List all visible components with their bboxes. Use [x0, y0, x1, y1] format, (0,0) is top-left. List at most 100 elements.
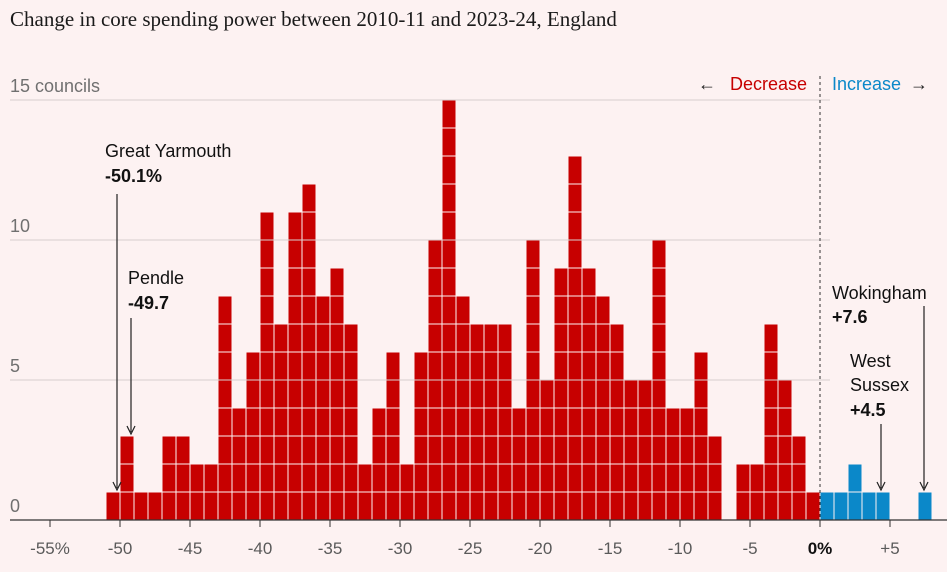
- x-tick-label: -40: [248, 539, 273, 558]
- bar-cell: [764, 408, 778, 436]
- bar-cell: [526, 492, 540, 520]
- bar-cell: [260, 352, 274, 380]
- bar-cell: [176, 492, 190, 520]
- bar-cell: [638, 464, 652, 492]
- bar-cell: [526, 268, 540, 296]
- x-tick-label: -30: [388, 539, 413, 558]
- bar-cell: [582, 296, 596, 324]
- bar-cell: [456, 408, 470, 436]
- bar-cell: [470, 436, 484, 464]
- bar-cell: [568, 156, 582, 184]
- bar-cell: [652, 268, 666, 296]
- bar-cell: [512, 436, 526, 464]
- bar-cell: [302, 408, 316, 436]
- bar-cell: [288, 296, 302, 324]
- bar-cell: [764, 436, 778, 464]
- bar-cell: [302, 380, 316, 408]
- bar-cell: [470, 408, 484, 436]
- bar-cell: [484, 352, 498, 380]
- bar-cell: [442, 184, 456, 212]
- bar-cell: [638, 492, 652, 520]
- x-tick-label: -25: [458, 539, 483, 558]
- bar-cell: [330, 296, 344, 324]
- bar-cell: [162, 492, 176, 520]
- bar-cell: [582, 408, 596, 436]
- bar-cell: [806, 492, 820, 520]
- x-tick-labels: -55% -50 -45 -40 -35 -30 -25 -20 -15 -10 -5 0% +5: [30, 520, 900, 558]
- left-arrow-icon: ←: [698, 74, 716, 94]
- bar-cell: [778, 436, 792, 464]
- bar-cell: [750, 464, 764, 492]
- bar-cell: [540, 436, 554, 464]
- bar-cell: [106, 492, 120, 520]
- bar-cell: [162, 436, 176, 464]
- bar-cell: [330, 464, 344, 492]
- bar-cell: [568, 436, 582, 464]
- bar-cell: [442, 352, 456, 380]
- bar-cell: [470, 492, 484, 520]
- bar-cell: [610, 464, 624, 492]
- bar-cell: [694, 380, 708, 408]
- chart-title: Change in core spending power between 20…: [10, 7, 617, 31]
- bar-cell: [428, 324, 442, 352]
- bar-cell: [680, 436, 694, 464]
- annotation-pendle: Pendle -49.7: [126, 268, 184, 436]
- bar-cell: [638, 408, 652, 436]
- bar-cell: [232, 408, 246, 436]
- bar-cell: [610, 352, 624, 380]
- bar-cell: [568, 296, 582, 324]
- bar-cell: [526, 352, 540, 380]
- bar-cell: [610, 436, 624, 464]
- bar-cell: [652, 408, 666, 436]
- bar-cell: [680, 408, 694, 436]
- annotation-value: +4.5: [850, 400, 886, 420]
- bar-cell: [652, 436, 666, 464]
- bar-cell: [456, 464, 470, 492]
- bar-cell: [428, 268, 442, 296]
- x-tick-label: -35: [318, 539, 343, 558]
- bar-cell: [218, 464, 232, 492]
- bar-cell: [148, 492, 162, 520]
- bar-cell: [554, 324, 568, 352]
- bar-cell: [680, 464, 694, 492]
- bar-cell: [456, 352, 470, 380]
- bar-cell: [302, 492, 316, 520]
- bar-cell: [162, 464, 176, 492]
- bar-cell: [316, 492, 330, 520]
- bar-cell: [330, 352, 344, 380]
- bar-cell: [596, 492, 610, 520]
- bar-cell: [260, 268, 274, 296]
- bar-cell: [442, 100, 456, 128]
- bar-cell: [470, 352, 484, 380]
- bar-cell: [442, 324, 456, 352]
- decrease-label: Decrease: [730, 74, 807, 94]
- bar-cell: [596, 380, 610, 408]
- bar-cell: [512, 408, 526, 436]
- x-tick-label: +5: [880, 539, 899, 558]
- bar-cell: [624, 436, 638, 464]
- bar-cell: [386, 436, 400, 464]
- bar-cell: [246, 408, 260, 436]
- bar-cell: [442, 464, 456, 492]
- bar-cell: [610, 380, 624, 408]
- bar-cell: [764, 352, 778, 380]
- bar-cell: [596, 464, 610, 492]
- bar-cell: [792, 492, 806, 520]
- bar-cell: [526, 240, 540, 268]
- bar-cell: [848, 464, 862, 492]
- bar-cell: [274, 352, 288, 380]
- bar-cell: [316, 296, 330, 324]
- bar-cell: [344, 380, 358, 408]
- increase-label: Increase: [832, 74, 901, 94]
- bar-cell: [456, 380, 470, 408]
- bar-cell: [218, 408, 232, 436]
- bar-cell: [204, 464, 218, 492]
- bar-cell: [372, 492, 386, 520]
- bar-cell: [596, 436, 610, 464]
- bar-cell: [330, 492, 344, 520]
- bar-cell: [498, 324, 512, 352]
- bar-cell: [232, 436, 246, 464]
- bar-cell: [624, 492, 638, 520]
- bar-cell: [512, 464, 526, 492]
